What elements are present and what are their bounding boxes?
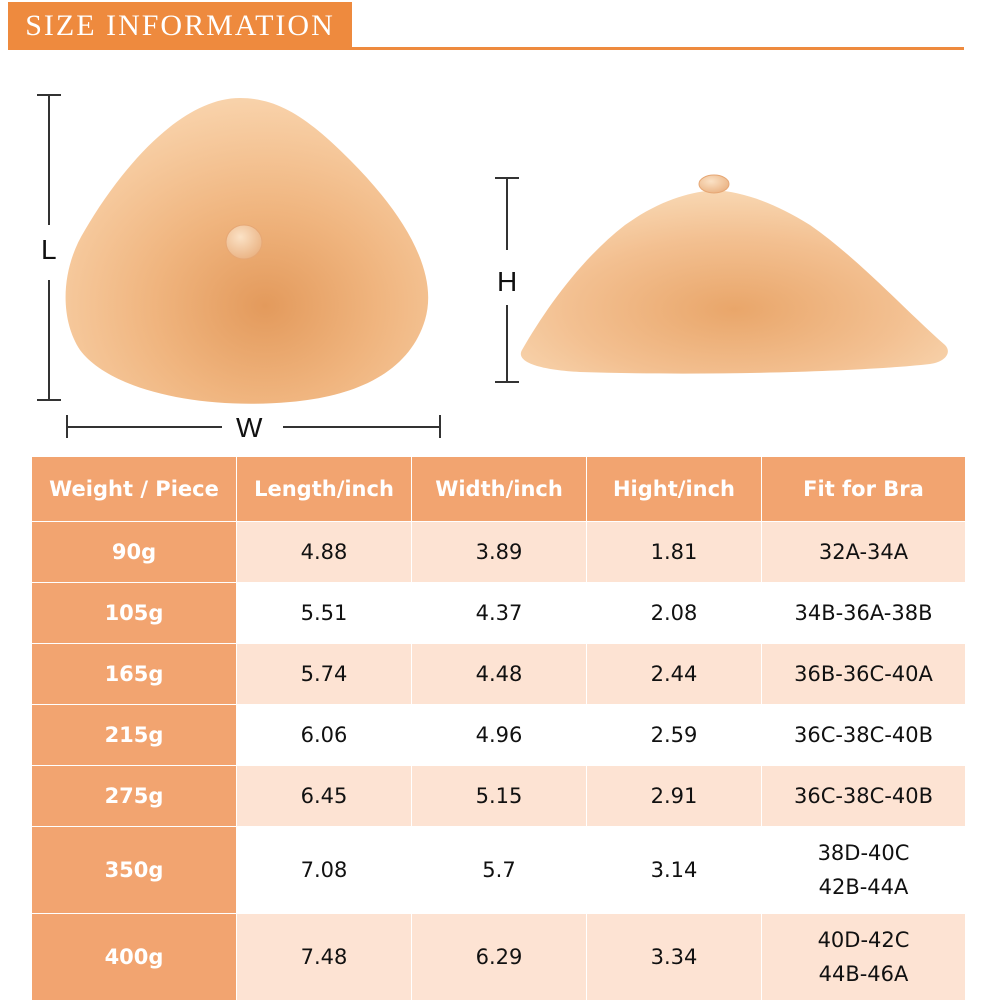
height-cell: 2.59: [586, 704, 762, 766]
col-header-width: Width/inch: [411, 456, 587, 522]
length-cell: 7.48: [236, 913, 412, 1001]
length-cell: 5.51: [236, 582, 412, 644]
weight-cell: 90g: [31, 521, 237, 583]
fit-line: 38D-40C: [817, 841, 910, 865]
table-row: 400g 7.48 6.29 3.34 40D-42C 44B-46A: [31, 913, 966, 1001]
width-cell: 5.15: [411, 765, 587, 827]
fit-line: 40D-42C: [817, 928, 910, 952]
weight-cell: 105g: [31, 582, 237, 644]
height-label: H: [497, 266, 518, 297]
weight-cell: 215g: [31, 704, 237, 766]
height-cell: 3.14: [586, 826, 762, 914]
table-row: 105g 5.51 4.37 2.08 34B-36A-38B: [31, 582, 966, 644]
product-figure: [37, 94, 948, 438]
table-row: 215g 6.06 4.96 2.59 36C-38C-40B: [31, 704, 966, 766]
height-cell: 2.44: [586, 643, 762, 705]
height-cell: 2.08: [586, 582, 762, 644]
front-nipple-icon: [225, 224, 263, 260]
col-header-height: Hight/inch: [586, 456, 762, 522]
size-table: Weight / Piece Length/inch Width/inch Hi…: [31, 456, 966, 1001]
fit-cell: 38D-40C 42B-44A: [761, 826, 966, 914]
table-row: 350g 7.08 5.7 3.14 38D-40C 42B-44A: [31, 826, 966, 914]
width-cell: 6.29: [411, 913, 587, 1001]
weight-cell: 400g: [31, 913, 237, 1001]
fit-cell: 36C-38C-40B: [761, 704, 966, 766]
height-cell: 1.81: [586, 521, 762, 583]
fit-cell: 32A-34A: [761, 521, 966, 583]
length-cell: 5.74: [236, 643, 412, 705]
table-row: 275g 6.45 5.15 2.91 36C-38C-40B: [31, 765, 966, 827]
length-cell: 6.06: [236, 704, 412, 766]
length-label: L: [41, 234, 57, 265]
width-cell: 4.37: [411, 582, 587, 644]
fit-line: 42B-44A: [818, 875, 909, 899]
width-cell: 4.48: [411, 643, 587, 705]
header-rule: [352, 47, 964, 50]
col-header-length: Length/inch: [236, 456, 412, 522]
weight-cell: 165g: [31, 643, 237, 705]
length-dimension: [37, 94, 61, 401]
breast-form-side: [520, 190, 948, 374]
length-cell: 6.45: [236, 765, 412, 827]
header-banner: [8, 2, 352, 50]
fit-cell: 34B-36A-38B: [761, 582, 966, 644]
table-row: 165g 5.74 4.48 2.44 36B-36C-40A: [31, 643, 966, 705]
weight-cell: 275g: [31, 765, 237, 827]
length-cell: 7.08: [236, 826, 412, 914]
height-dimension: [495, 177, 519, 383]
fit-cell: 36B-36C-40A: [761, 643, 966, 705]
fit-cell: 40D-42C 44B-46A: [761, 913, 966, 1001]
height-cell: 2.91: [586, 765, 762, 827]
width-dimension: [66, 415, 441, 438]
width-label: W: [236, 412, 263, 443]
page-title: SIZE INFORMATION: [25, 9, 335, 42]
width-cell: 5.7: [411, 826, 587, 914]
weight-cell: 350g: [31, 826, 237, 914]
table-header-row: Weight / Piece Length/inch Width/inch Hi…: [31, 456, 966, 522]
side-nipple-icon: [698, 174, 730, 194]
fit-line: 44B-46A: [818, 962, 909, 986]
col-header-weight: Weight / Piece: [31, 456, 237, 522]
table-row: 90g 4.88 3.89 1.81 32A-34A: [31, 521, 966, 583]
width-cell: 4.96: [411, 704, 587, 766]
height-cell: 3.34: [586, 913, 762, 1001]
fit-cell: 36C-38C-40B: [761, 765, 966, 827]
width-cell: 3.89: [411, 521, 587, 583]
col-header-fit: Fit for Bra: [761, 456, 966, 522]
length-cell: 4.88: [236, 521, 412, 583]
